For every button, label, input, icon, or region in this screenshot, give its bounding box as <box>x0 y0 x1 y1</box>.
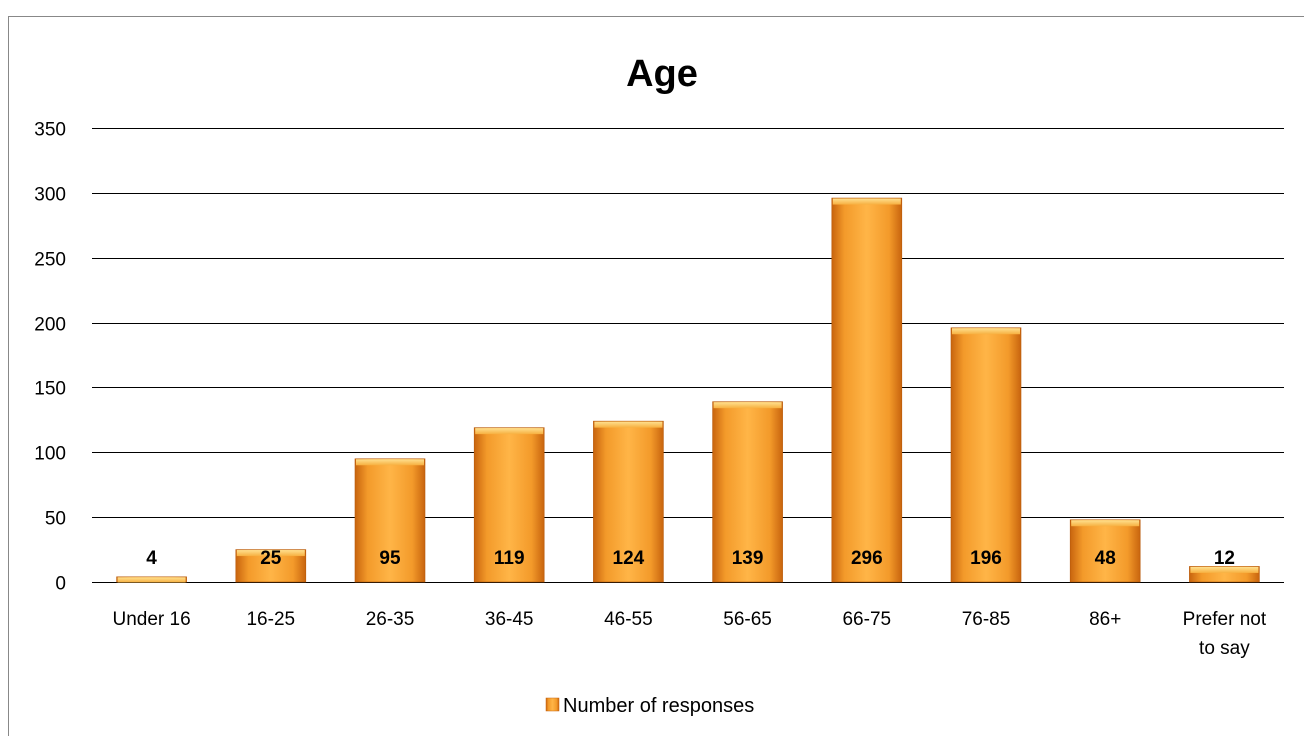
bar-cap <box>236 550 305 557</box>
bar <box>950 327 1022 583</box>
bar <box>235 549 307 583</box>
y-tick-label: 0 <box>55 574 66 595</box>
bar-cap <box>713 402 782 409</box>
data-labels: 4 25 95 119 124 139 296 196 48 12 <box>146 548 1235 569</box>
data-label: 139 <box>732 548 764 569</box>
legend-label: Number of responses <box>563 695 754 717</box>
y-tick-label: 200 <box>34 315 66 336</box>
x-tick-label: Prefer not to say <box>1183 609 1267 659</box>
bar <box>1069 519 1141 583</box>
bar-cap <box>356 459 424 466</box>
y-tick-label: 50 <box>45 509 66 530</box>
x-tick-label: 46-55 <box>604 609 653 630</box>
data-label: 296 <box>851 548 883 569</box>
bar-cap <box>117 577 186 583</box>
bar-cap <box>832 198 901 205</box>
bar-body <box>1069 519 1141 583</box>
bar-body <box>712 401 783 583</box>
bar-body <box>354 458 426 583</box>
bar <box>473 427 545 583</box>
bar <box>1189 566 1260 583</box>
bar <box>593 420 664 583</box>
bar <box>831 197 903 583</box>
data-label: 4 <box>146 548 157 569</box>
bar-body <box>593 420 664 583</box>
bar-body <box>950 327 1022 583</box>
bar-body <box>473 427 545 583</box>
bar <box>116 576 187 583</box>
x-tick-label: Under 16 <box>113 609 191 630</box>
x-tick-label: 36-45 <box>485 609 534 630</box>
data-label: 48 <box>1095 548 1116 569</box>
y-tick-label: 100 <box>34 444 66 465</box>
legend: Number of responses <box>545 695 754 717</box>
data-label: 25 <box>260 548 282 569</box>
bars <box>116 197 1260 583</box>
data-label: 12 <box>1214 548 1235 569</box>
x-tick-label: 76-85 <box>962 609 1011 630</box>
chart-title: Age <box>626 53 698 95</box>
bar <box>354 458 426 583</box>
bar-cap <box>1071 520 1140 527</box>
x-tick-label: 86+ <box>1089 609 1121 630</box>
y-axis-ticks: 0 50 100 150 200 250 300 350 <box>34 120 66 595</box>
x-tick-label: 66-75 <box>842 609 891 630</box>
data-label: 95 <box>379 548 401 569</box>
bar-cap <box>1190 566 1259 573</box>
bar-cap <box>475 428 544 435</box>
data-label: 196 <box>970 548 1002 569</box>
gridlines <box>92 128 1284 583</box>
bar <box>712 401 783 583</box>
y-tick-label: 300 <box>34 185 66 206</box>
y-tick-label: 250 <box>34 250 66 271</box>
data-label: 119 <box>494 548 525 569</box>
y-tick-label: 350 <box>34 120 66 141</box>
x-axis-labels: Under 16 16-25 26-35 36-45 46-55 56-65 66-75 76… <box>113 609 1267 659</box>
x-tick-label: 26-35 <box>366 609 415 630</box>
legend-swatch <box>545 697 560 712</box>
x-tick-label: 16-25 <box>246 609 295 630</box>
bar-body <box>831 197 903 583</box>
bar-cap <box>952 328 1020 335</box>
bar-cap <box>594 421 663 428</box>
y-tick-label: 150 <box>34 379 66 400</box>
x-tick-label: 56-65 <box>723 609 772 630</box>
data-label: 124 <box>613 548 645 569</box>
